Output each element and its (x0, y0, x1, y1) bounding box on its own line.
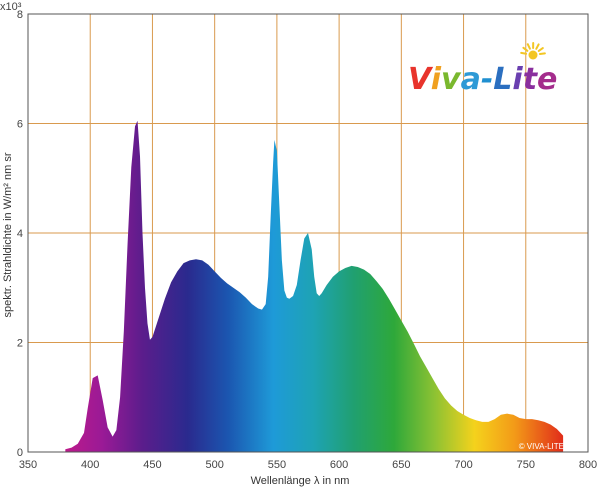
x-tick-label: 400 (81, 459, 99, 471)
y-axis-multiplier: x10³ (0, 1, 22, 13)
y-tick-label: 2 (17, 338, 23, 350)
sun-ray (538, 52, 546, 56)
logo-letter: V (408, 62, 434, 97)
logo-letter: e (537, 62, 557, 97)
copyright-watermark: © VIVA-LITE (519, 442, 564, 451)
x-tick-label: 500 (205, 459, 223, 471)
sun-core (528, 50, 538, 60)
sun-ray (520, 51, 528, 55)
sun-ray (522, 46, 529, 52)
x-axis-label: Wellenlänge λ in nm (251, 475, 350, 487)
logo-letter: v (441, 62, 462, 97)
x-tick-label: 700 (454, 459, 472, 471)
logo-letter: i (512, 62, 523, 97)
x-tick-label: 550 (268, 459, 286, 471)
x-tick-label: 350 (19, 459, 37, 471)
sun-icon (520, 42, 546, 60)
logo-letter: - (481, 62, 493, 97)
y-tick-label: 0 (17, 447, 23, 459)
sun-ray (526, 43, 531, 50)
sun-ray (537, 47, 544, 52)
x-tick-label: 750 (517, 459, 535, 471)
logo-letter: L (493, 62, 512, 97)
x-tick-label: 800 (579, 459, 597, 471)
logo-letter: t (523, 62, 539, 97)
svg-text:Viva-Lite: Viva-Lite (408, 62, 557, 97)
logo-letter: a (461, 62, 481, 97)
x-tick-label: 650 (392, 459, 410, 471)
sun-ray (535, 43, 540, 50)
axes (27, 13, 589, 453)
spectrum-area (65, 120, 564, 452)
logo-letter: i (431, 62, 442, 97)
y-tick-label: 8 (17, 9, 23, 21)
y-tick-label: 4 (17, 228, 23, 240)
x-tick-label: 450 (143, 459, 161, 471)
tick-labels: 350 400 450 500 550 600 650 700 750 800 0 2 4 6 8 (17, 9, 597, 471)
plot-frame (27, 13, 589, 453)
x-tick-label: 600 (330, 459, 348, 471)
viva-lite-logo: Viva-Lite (408, 42, 557, 97)
y-tick-label: 6 (17, 119, 23, 131)
y-axis-label: spektr. Strahldichte in W/m² nm sr (2, 152, 14, 317)
